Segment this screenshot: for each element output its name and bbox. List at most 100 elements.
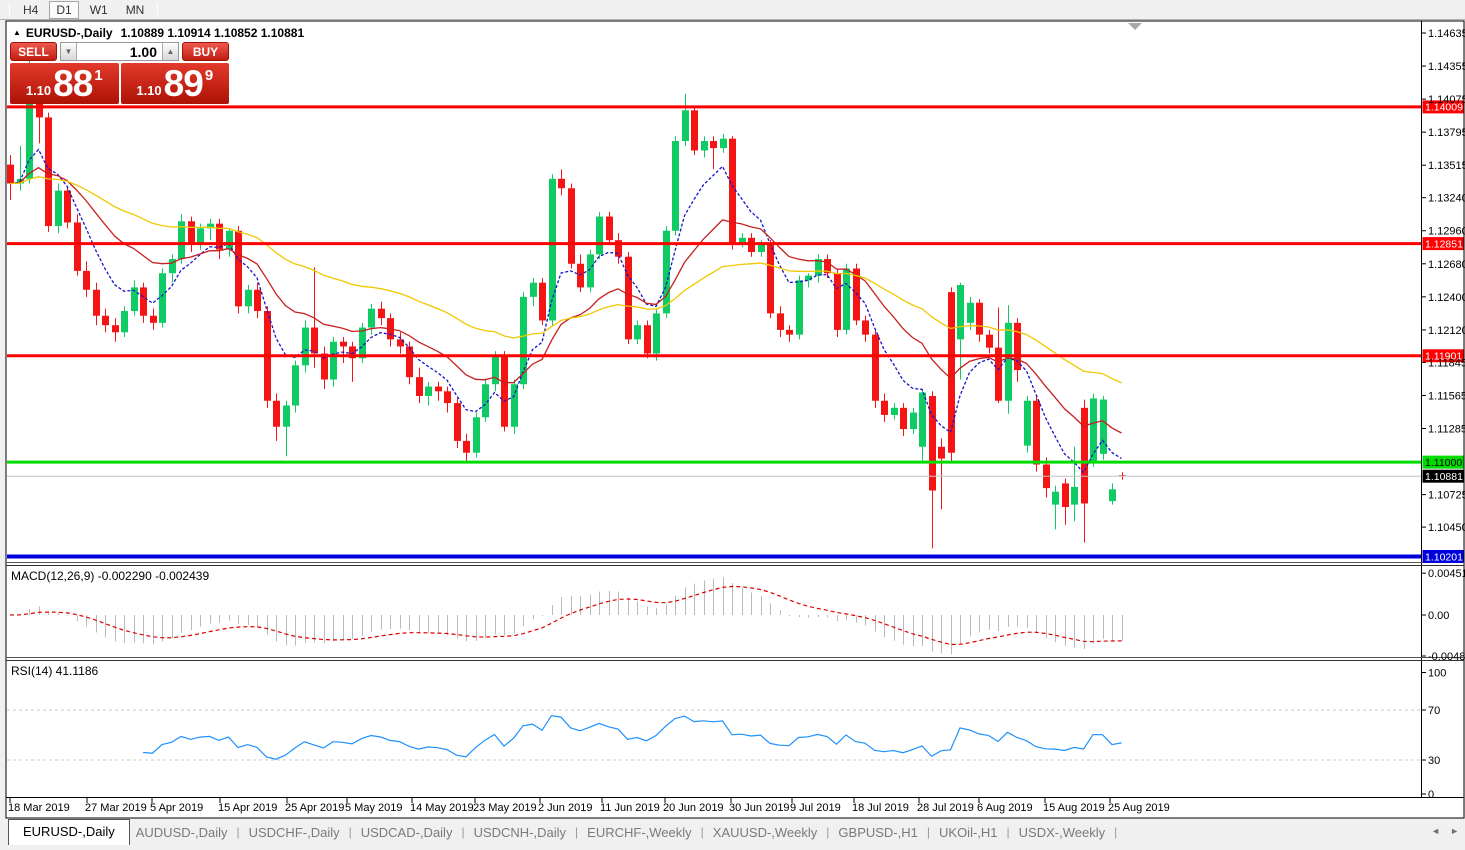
candle-body (359, 327, 366, 359)
rsi-line (142, 714, 1122, 760)
candle-body (957, 285, 964, 340)
tab-eurusd-daily[interactable]: EURUSD-,Daily (8, 819, 130, 845)
scroll-to-end-marker-icon (1128, 23, 1142, 30)
candle-body (900, 407, 907, 430)
candle-body (1090, 398, 1097, 463)
timeframe-h4-button[interactable]: H4 (23, 2, 39, 17)
tabs-scroll-left-button[interactable]: ◄ (1431, 826, 1441, 836)
candle-body (520, 296, 527, 385)
candle-body (197, 228, 204, 243)
timeframe-w1-button[interactable]: W1 (89, 2, 108, 17)
candle-body (1062, 483, 1069, 508)
tab-xauusd-weekly[interactable]: XAUUSD-,Weekly (712, 825, 818, 840)
candle-body (862, 320, 869, 335)
rsi-scale-label: 30 (1428, 755, 1440, 767)
sell-price-main: 88 (53, 63, 93, 104)
candle-body (938, 446, 945, 459)
date-label: 5 Apr 2019 (150, 802, 203, 814)
candle-body (872, 334, 879, 401)
tab-ukoil-h1[interactable]: UKOil-,H1 (939, 825, 998, 840)
buy-price-prefix: 1.10 (136, 82, 162, 98)
price-level-badge-text: 1.10201 (1425, 551, 1463, 563)
price-scale-label: 1.14355 (1428, 61, 1465, 73)
volume-spinner: ▼ ▲ (60, 42, 179, 61)
timeframe-mn-button[interactable]: MN (125, 2, 145, 17)
candle-body (1100, 399, 1107, 454)
candle-body (121, 311, 128, 333)
candle-body (710, 141, 717, 149)
candle-body (881, 400, 888, 415)
candle-body (577, 263, 584, 288)
candle-body (254, 289, 261, 312)
date-label: 2 Jun 2019 (538, 802, 592, 814)
buy-price-display[interactable]: 1.10 89 9 (120, 63, 229, 104)
candle-body (587, 254, 594, 288)
candle-body (102, 315, 109, 326)
candle-body (178, 221, 185, 260)
volume-increase-button[interactable]: ▲ (162, 43, 178, 60)
ema-mid-line (9, 166, 1122, 434)
timeframe-toolbar: H4 D1 W1 MN (0, 0, 1465, 20)
candle-body (311, 327, 318, 354)
sell-button[interactable]: SELL (10, 42, 57, 61)
collapse-triangle-icon[interactable]: ▲ (13, 28, 21, 37)
tab-eurchf-weekly[interactable]: EURCHF-,Weekly (587, 825, 692, 840)
candle-body (786, 329, 793, 335)
candle-body (976, 302, 983, 335)
candle-body (416, 377, 423, 397)
sell-price-display[interactable]: 1.10 88 1 (10, 63, 119, 104)
candle-body (425, 386, 432, 397)
candle-body (948, 292, 955, 453)
tab-separator: | (461, 825, 465, 839)
candle-body (606, 216, 613, 241)
price-level-badge (1422, 237, 1464, 251)
tab-usdcnh-daily[interactable]: USDCNH-,Daily (473, 825, 567, 840)
candle-body (720, 138, 727, 149)
tab-audusd-daily[interactable]: AUDUSD-,Daily (135, 825, 228, 840)
price-scale-label: 1.12680 (1428, 259, 1465, 271)
tab-usdcad-daily[interactable]: USDCAD-,Daily (360, 825, 453, 840)
rsi-scale-label: 0 (1428, 789, 1434, 801)
tab-separator: | (926, 825, 931, 839)
tab-separator: | (236, 825, 240, 839)
candle-body (330, 341, 337, 380)
price-scale-label: 1.10725 (1428, 490, 1465, 502)
buy-button[interactable]: BUY (182, 42, 229, 61)
candle-body (539, 282, 546, 321)
date-label: 11 Jun 2019 (600, 802, 660, 814)
buy-price-pip: 9 (204, 67, 214, 84)
candle-body (1033, 400, 1040, 465)
volume-decrease-button[interactable]: ▼ (61, 43, 77, 60)
tab-separator: | (575, 825, 579, 839)
candle-body (663, 230, 670, 314)
candle-body (995, 347, 1002, 401)
candle-body (463, 440, 470, 453)
candle-body (758, 244, 765, 252)
candle-body (1071, 486, 1078, 505)
chart-ohlc-values: 1.10889 1.10914 1.10852 1.10881 (120, 26, 305, 40)
macd-indicator-label: MACD(12,26,9) -0.002290 -0.002439 (11, 569, 210, 583)
candle-body (340, 341, 347, 347)
price-level-badge-text: 1.14009 (1425, 102, 1463, 114)
price-scale-label: 1.13240 (1428, 193, 1465, 205)
candle-body (919, 392, 926, 447)
tabs-scroll-right-button[interactable]: ► (1450, 826, 1459, 836)
tab-gbpusd-h1[interactable]: GBPUSD-,H1 (838, 825, 918, 840)
candle-body (378, 308, 385, 319)
price-level-badge (1422, 549, 1464, 563)
price-scale-label: 1.11845 (1428, 357, 1465, 369)
date-label: 15 Apr 2019 (218, 802, 277, 814)
ema-slow-line (9, 176, 1122, 384)
tab-usdchf-daily[interactable]: USDCHF-,Daily (248, 825, 340, 840)
volume-input[interactable] (77, 43, 162, 60)
candle-body (26, 93, 33, 179)
macd-scale-label: -0.004806 (1428, 651, 1465, 663)
candle-body (368, 308, 375, 328)
candle-body (501, 355, 508, 427)
timeframe-d1-button[interactable]: D1 (49, 0, 79, 19)
date-label: 30 Jun 2019 (729, 802, 790, 814)
price-scale-label: 1.13795 (1428, 127, 1465, 139)
tab-usdx-weekly[interactable]: USDX-,Weekly (1018, 825, 1106, 840)
date-label: 25 Apr 2019 (285, 802, 344, 814)
